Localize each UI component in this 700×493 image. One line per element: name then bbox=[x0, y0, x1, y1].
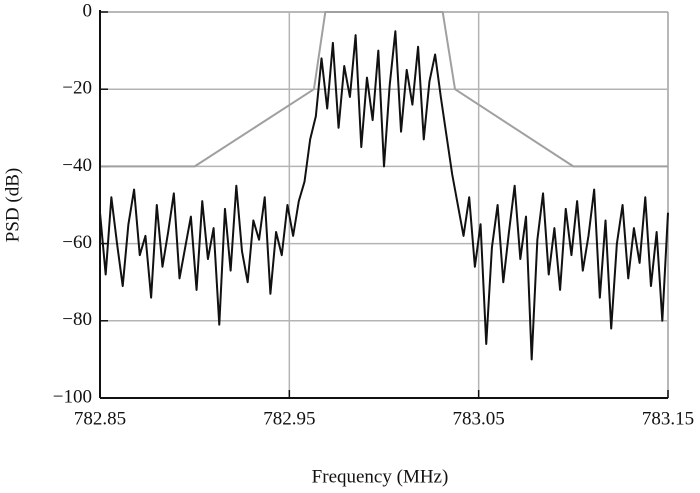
y-tick-label: −60 bbox=[62, 232, 92, 253]
y-tick-label: −80 bbox=[62, 309, 92, 330]
spectral-mask bbox=[100, 11, 668, 168]
x-tick-label: 782.95 bbox=[263, 408, 315, 429]
x-tick-label: 783.05 bbox=[453, 408, 505, 429]
y-tick-label: −40 bbox=[62, 155, 92, 176]
x-tick-label: 782.85 bbox=[74, 408, 126, 429]
y-tick-label: −100 bbox=[53, 386, 92, 407]
x-tick-label: 783.15 bbox=[642, 408, 694, 429]
y-axis-label: PSD (dB) bbox=[2, 168, 23, 242]
y-tick-label: 0 bbox=[83, 0, 93, 21]
y-tick-label: −20 bbox=[62, 78, 92, 99]
psd-trace bbox=[99, 30, 669, 361]
x-axis-label: Frequency (MHz) bbox=[312, 466, 449, 487]
